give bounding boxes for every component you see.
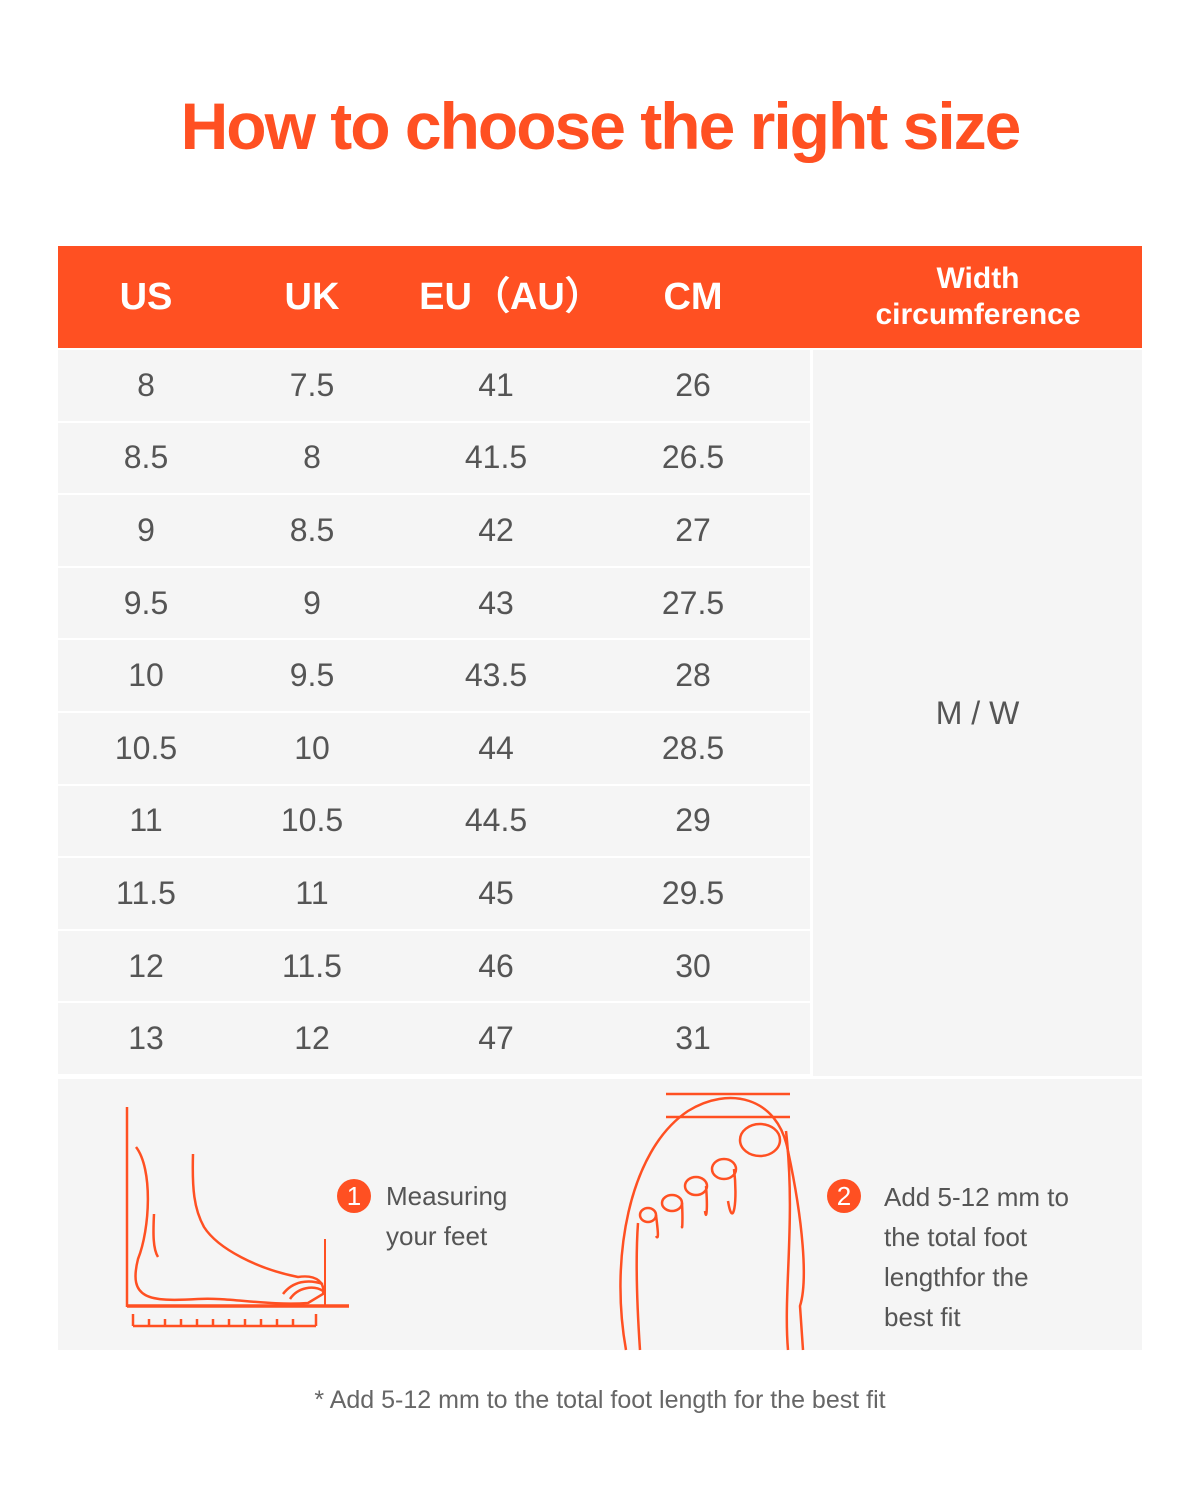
header-eu: EU（AU） — [419, 276, 603, 318]
table-row: 9.5 9 43 27.5 — [58, 567, 810, 639]
page-title: How to choose the right size — [180, 89, 1022, 163]
step-1-badge: 1 — [337, 1179, 371, 1213]
footnote: * Add 5-12 mm to the total foot length f… — [314, 1386, 886, 1414]
cell-cm: 29.5 — [661, 874, 725, 911]
cell-us: 8.5 — [123, 439, 169, 476]
cell-us: 9.5 — [123, 584, 169, 621]
table-row: 10.5 10 44 28.5 — [58, 712, 810, 784]
table-row: 8.5 8 41.5 26.5 — [58, 422, 810, 494]
cell-uk: 10.5 — [280, 802, 344, 839]
step-1-text: Measuring your feet — [386, 1181, 508, 1251]
cell-eu: 43 — [478, 584, 514, 621]
cell-eu: 44 — [478, 729, 514, 766]
cell-cm: 29 — [675, 802, 711, 839]
header-cm: CM — [663, 276, 723, 318]
cell-us: 11.5 — [116, 874, 176, 911]
table-row: 11.5 11 45 29.5 — [58, 858, 810, 929]
cell-cm: 26.5 — [661, 439, 725, 476]
cell-eu: 41.5 — [464, 439, 528, 476]
cell-us: 11 — [129, 802, 163, 839]
table-row: 10 9.5 43.5 28 — [58, 640, 810, 711]
cell-uk: 9.5 — [289, 657, 335, 694]
cell-eu: 45 — [478, 874, 514, 911]
table-row: 9 8.5 42 27 — [58, 495, 810, 566]
cell-cm: 28.5 — [661, 729, 725, 766]
cell-uk: 9 — [303, 584, 321, 621]
cell-cm: 27 — [675, 511, 711, 548]
width-value: M / W — [813, 350, 1142, 1076]
cell-uk: 12 — [294, 1020, 330, 1057]
cell-eu: 46 — [478, 947, 514, 984]
cell-cm: 26 — [675, 366, 711, 403]
table-row: 12 11.5 46 30 — [58, 930, 810, 1002]
cell-us: 10.5 — [114, 729, 178, 766]
cell-eu: 41 — [478, 366, 514, 403]
cell-uk: 10 — [294, 729, 330, 766]
table-header: US UK EU（AU） CM Width circumference — [58, 246, 1142, 348]
cell-eu: 47 — [478, 1020, 514, 1057]
cell-cm: 31 — [675, 1020, 711, 1057]
table-row: 11 10.5 44.5 29 — [58, 785, 810, 857]
cell-uk: 11.5 — [282, 947, 342, 984]
size-table-body: 8 7.5 41 26 8.5 8 41.5 26.5 9 8.5 42 27 9.5 9 43 27.5 10… — [58, 350, 810, 1076]
table-row: 13 12 47 31 — [58, 1003, 810, 1074]
side-foot-illustration — [125, 1107, 349, 1328]
step-2-badge: 2 — [827, 1179, 861, 1213]
cell-us: 10 — [128, 657, 164, 694]
cell-us: 9 — [137, 511, 155, 548]
cell-us: 13 — [128, 1020, 164, 1057]
header-width: Width circumference — [875, 262, 1081, 331]
cell-eu: 44.5 — [464, 802, 528, 839]
step-2-text: Add 5-12 mm to the total foot lengthfor … — [884, 1182, 1069, 1332]
cell-uk: 11 — [295, 874, 329, 911]
cell-cm: 30 — [675, 947, 711, 984]
cell-uk: 8.5 — [289, 511, 335, 548]
top-foot-illustration — [619, 1092, 806, 1351]
header-uk: UK — [284, 276, 340, 318]
header-us: US — [119, 276, 173, 318]
table-row: 8 7.5 41 26 — [58, 350, 810, 421]
cell-uk: 7.5 — [289, 366, 335, 403]
measuring-guide: 1 Measuring your feet 2 Add 5-12 mm to t… — [58, 1079, 1142, 1351]
cell-uk: 8 — [303, 439, 321, 476]
cell-us: 8 — [137, 366, 155, 403]
cell-us: 12 — [128, 947, 164, 984]
cell-eu: 42 — [478, 511, 514, 548]
cell-eu: 43.5 — [464, 657, 528, 694]
cell-cm: 27.5 — [661, 584, 725, 621]
cell-cm: 28 — [675, 657, 711, 694]
